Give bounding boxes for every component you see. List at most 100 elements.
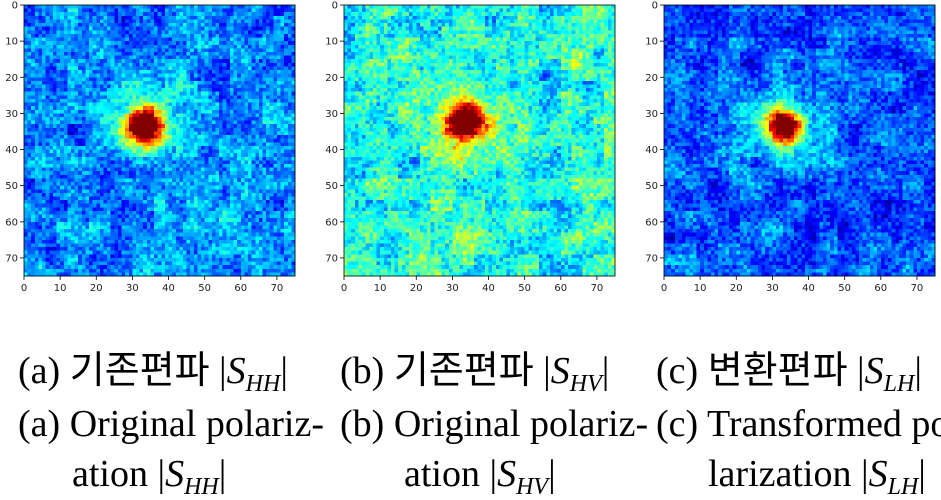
heatmap-cell [45,19,50,24]
heatmap-cell [262,182,267,186]
heatmap-cell [154,210,158,215]
heatmap-cell [42,149,46,154]
heatmap-cell [251,174,256,179]
heatmap-cell [70,55,75,60]
heatmap-cell [103,182,108,186]
heatmap-cell [31,66,36,71]
heatmap-cell [240,239,245,244]
heatmap-cell [110,203,115,208]
heatmap-cell [164,142,169,147]
heatmap-cell [125,106,130,111]
heatmap-cell [237,145,242,150]
heatmap-cell [139,48,144,53]
heatmap-cell [45,182,50,186]
heatmap-cell [244,8,249,13]
heatmap-cell [229,127,234,132]
heatmap-cell [251,131,256,136]
heatmap-cell [74,174,79,179]
heatmap-cell [107,178,112,183]
heatmap-cell [266,127,270,132]
heatmap-cell [208,225,213,230]
heatmap-cell [291,203,296,208]
heatmap-cell [74,12,79,17]
heatmap-cell [258,88,263,93]
heatmap-cell [229,131,234,136]
heatmap-cell [161,127,166,132]
heatmap-cell [27,51,32,56]
heatmap-cell [222,70,227,74]
heatmap-cell [204,203,209,208]
heatmap-cell [110,62,115,67]
heatmap-cell [103,236,108,241]
heatmap-cell [284,117,289,121]
heatmap-cell [38,196,43,201]
heatmap-cell [150,48,155,53]
heatmap-cell [164,109,169,114]
heatmap-cell [45,174,50,179]
heatmap-cell [164,12,169,17]
heatmap-cell [117,200,122,205]
heatmap-cell [262,102,267,107]
heatmap-cell [63,189,68,194]
heatmap-cell [52,131,57,136]
heatmap-cell [92,163,97,168]
heatmap-cell [172,23,177,27]
heatmap-cell [244,55,249,60]
heatmap-cell [150,41,155,46]
heatmap-cell [258,207,263,212]
heatmap-cell [269,232,274,237]
heatmap-cell [34,48,39,53]
heatmap-cell [139,117,144,121]
heatmap-cell [255,59,260,64]
heatmap-cell [42,113,46,118]
heatmap-cell [70,160,75,165]
heatmap-cell [255,214,260,219]
heatmap-cell [222,106,227,111]
heatmap-cell [182,80,187,85]
heatmap-cell [60,243,65,248]
heatmap-cell [251,15,256,20]
heatmap-cell [204,30,209,35]
heatmap-cell [121,138,126,143]
heatmap-cell [27,138,32,143]
heatmap-cell [208,236,213,241]
heatmap-cell [179,51,184,56]
heatmap-cell [150,113,155,118]
heatmap-cell [248,153,252,158]
heatmap-cell [132,149,137,154]
heatmap-cell [175,156,180,161]
heatmap-cell [240,210,245,215]
heatmap-cell [280,59,285,64]
heatmap-cell [273,102,278,107]
heatmap-cell [284,30,289,35]
heatmap-cell [121,210,126,215]
heatmap-cell [258,124,263,129]
heatmap-cell [42,106,46,111]
heatmap-cell [266,214,270,219]
heatmap-cell [60,178,65,183]
heatmap-cell [251,239,256,244]
heatmap-cell [229,95,234,100]
heatmap-cell [280,51,285,56]
heatmap-cell [211,109,216,114]
heatmap-cell [284,225,289,230]
heatmap-cell [92,48,97,53]
heatmap-cell [219,102,224,107]
heatmap-cell [67,167,72,172]
heatmap-cell [211,171,216,176]
heatmap-cell [38,19,43,24]
heatmap-cell [172,120,177,125]
heatmap-cell [63,70,68,74]
heatmap-cell [107,218,112,223]
heatmap-cell [128,33,133,38]
heatmap-cell [139,19,144,24]
heatmap-cell [211,48,216,53]
heatmap-cell [150,70,155,74]
heatmap-cell [291,5,296,9]
heatmap-cell [49,156,54,161]
heatmap-cell [164,174,169,179]
heatmap-cell [248,26,252,31]
heatmap-cell [49,131,54,136]
heatmap-cell [60,19,65,24]
heatmap-cell [60,26,65,31]
